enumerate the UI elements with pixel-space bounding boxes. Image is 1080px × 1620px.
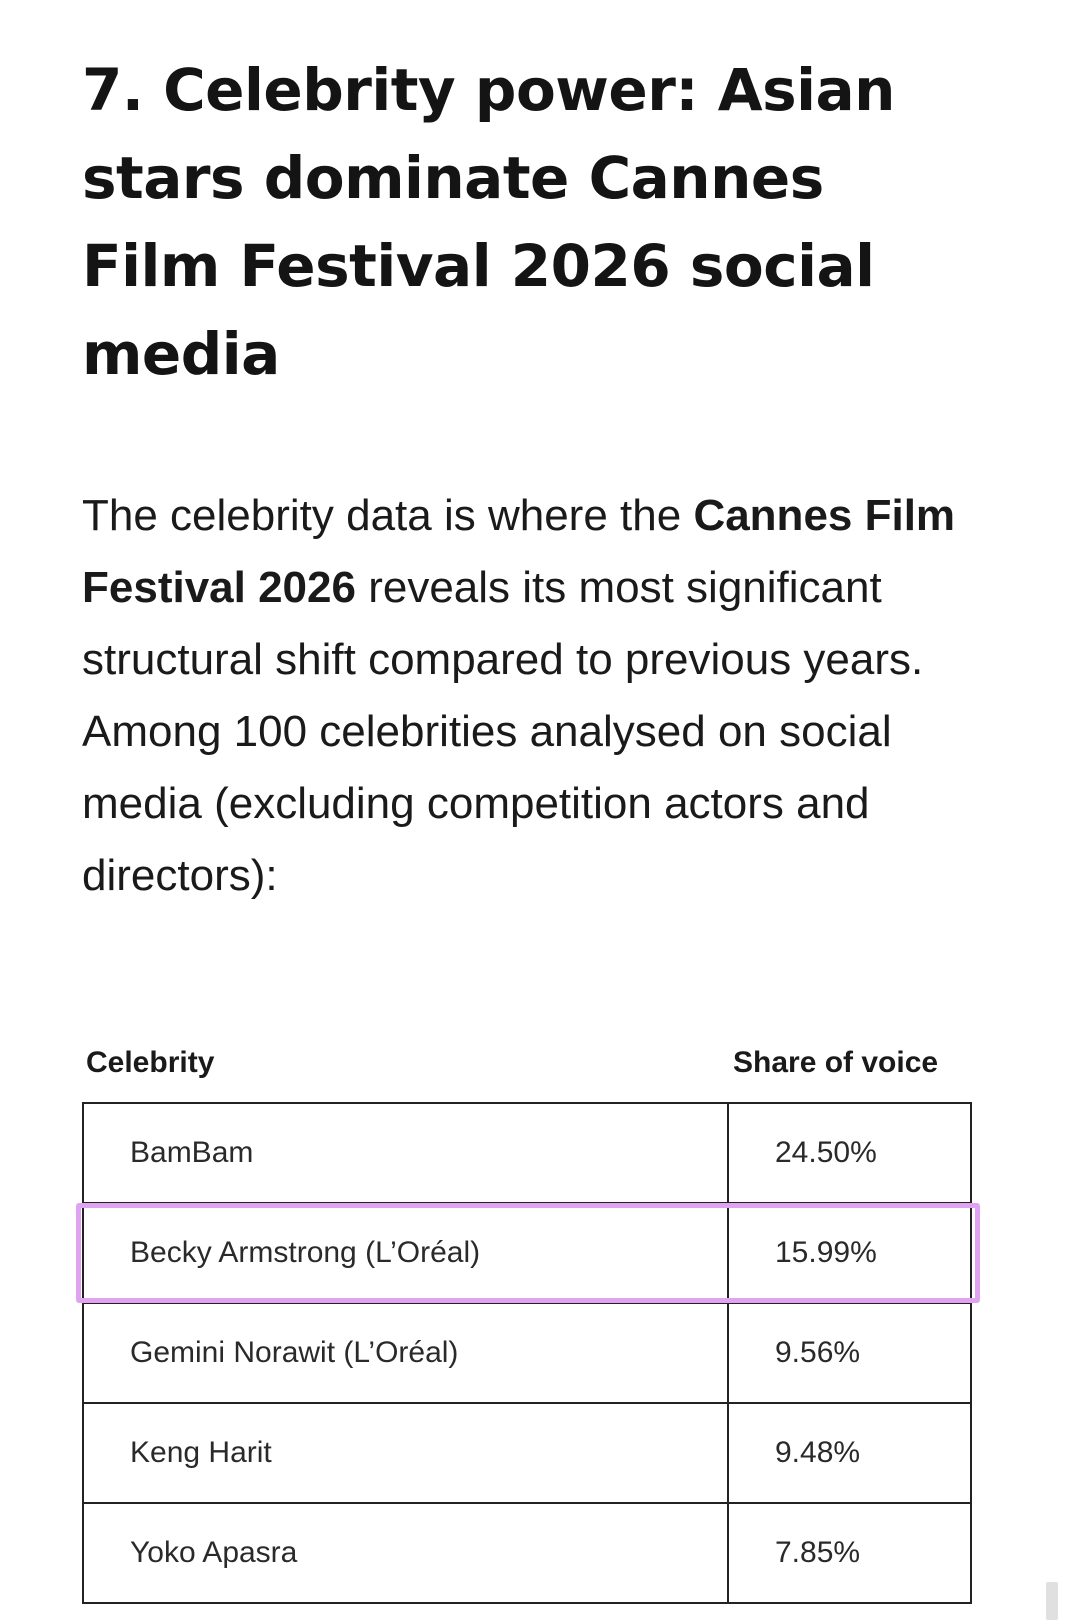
scrollbar-thumb[interactable] [1046, 1582, 1058, 1620]
cell-celebrity: Gemini Norawit (L’Oréal) [82, 1302, 729, 1404]
cell-share: 9.48% [727, 1402, 972, 1504]
intro-bold-event: Cannes Film Festival 2026 [82, 491, 956, 612]
cell-share: 7.85% [727, 1502, 972, 1604]
intro-text-end: reveals its most significant structural … [82, 563, 924, 900]
table-row: Gemini Norawit (L’Oréal) 9.56% [82, 1302, 972, 1404]
cell-celebrity: Becky Armstrong (L’Oréal) [82, 1202, 729, 1304]
intro-text-start: The celebrity data is where the [82, 491, 694, 540]
column-header-celebrity: Celebrity [86, 1046, 215, 1079]
cell-celebrity: BamBam [82, 1102, 729, 1204]
share-of-voice-table: Celebrity Share of voice BamBam 24.50% B… [82, 1040, 972, 1604]
table-row: Yoko Apasra 7.85% [82, 1502, 972, 1604]
cell-share: 24.50% [727, 1102, 972, 1204]
table-row: BamBam 24.50% [82, 1102, 972, 1204]
table-row: Keng Harit 9.48% [82, 1402, 972, 1504]
cell-share: 9.56% [727, 1302, 972, 1404]
table-row: Becky Armstrong (L’Oréal) 15.99% [82, 1202, 972, 1304]
column-header-share: Share of voice [733, 1046, 939, 1079]
section-heading: 7. Celebrity power: Asian stars dominate… [82, 56, 895, 388]
table-header: Celebrity Share of voice [82, 1040, 970, 1102]
intro-paragraph: The celebrity data is where the Cannes F… [82, 480, 982, 912]
article: 7. Celebrity power: Asian stars dominate… [82, 46, 982, 912]
data-table: BamBam 24.50% Becky Armstrong (L’Oréal) … [82, 1102, 972, 1604]
cell-share: 15.99% [727, 1202, 972, 1304]
cell-celebrity: Keng Harit [82, 1402, 729, 1504]
cell-celebrity: Yoko Apasra [82, 1502, 729, 1604]
